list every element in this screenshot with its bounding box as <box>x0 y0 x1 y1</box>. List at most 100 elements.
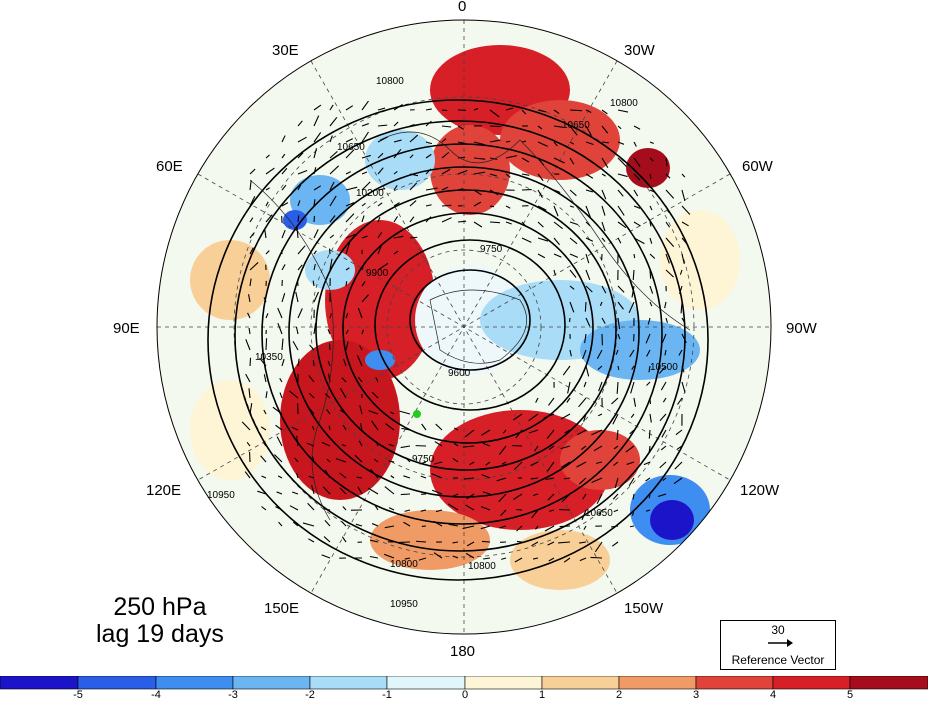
wind-vector <box>457 220 467 223</box>
wind-vector <box>514 557 523 563</box>
wind-vector <box>596 493 603 505</box>
wind-vector <box>441 151 450 159</box>
graticule <box>157 20 771 634</box>
wind-vector <box>649 221 652 227</box>
wind-vector <box>377 202 383 207</box>
wind-vector <box>598 413 603 417</box>
wind-vector <box>329 195 337 207</box>
wind-vector <box>489 125 501 128</box>
wind-vector <box>633 141 637 147</box>
wind-vector <box>465 504 475 511</box>
wind-vector <box>581 509 587 521</box>
wind-vector <box>569 253 579 258</box>
wind-vector <box>553 253 562 258</box>
wind-vector <box>375 441 379 447</box>
wind-vector <box>329 181 335 191</box>
wind-vector <box>505 140 511 143</box>
wind-vector <box>246 441 251 447</box>
lon-label-120w: 120W <box>740 482 780 499</box>
wind-vector <box>584 333 587 344</box>
wind-vector <box>629 349 635 358</box>
wind-vector <box>594 541 603 553</box>
wind-vector <box>341 444 347 447</box>
contour-label: 9600 <box>448 368 471 379</box>
wind-vector <box>547 493 555 501</box>
wind-vector <box>681 317 686 324</box>
wind-vector <box>617 173 628 178</box>
wind-vector <box>564 429 571 434</box>
wind-vector <box>681 381 686 393</box>
wind-vector <box>569 189 577 197</box>
wind-vector <box>532 557 539 560</box>
wind-vector <box>265 201 269 207</box>
wind-vector <box>435 423 443 431</box>
wind-vector <box>585 221 591 227</box>
wind-vector <box>633 157 641 167</box>
wind-vector <box>633 253 636 259</box>
wind-vectors <box>241 100 691 563</box>
wind-vector <box>483 557 491 560</box>
wind-vector <box>357 376 363 383</box>
wind-vector <box>643 461 651 466</box>
colorbar-tick-label: 3 <box>692 689 700 701</box>
wind-vector <box>329 313 332 319</box>
wind-vector <box>631 285 635 298</box>
wind-vector <box>296 435 299 447</box>
wind-vector <box>359 405 363 415</box>
wind-vector <box>617 189 624 197</box>
wind-vector <box>281 293 286 303</box>
wind-vector <box>473 141 485 146</box>
wind-vector <box>505 221 512 225</box>
wind-vector <box>665 269 674 278</box>
wind-vector <box>313 291 319 303</box>
wind-vector <box>611 541 619 547</box>
wind-vector <box>249 357 252 367</box>
wind-vector <box>489 157 498 160</box>
wind-vector <box>329 215 336 223</box>
wind-vector <box>374 458 379 463</box>
wind-vector <box>447 503 459 511</box>
wind-vector <box>281 202 289 207</box>
wind-vector <box>537 141 548 147</box>
wind-vector <box>543 413 555 419</box>
wind-vector <box>564 477 571 480</box>
wind-vector <box>528 413 539 422</box>
wind-vector <box>531 509 539 519</box>
wind-vector <box>489 139 501 143</box>
wind-vector <box>675 429 683 436</box>
wind-vector <box>469 461 475 466</box>
wind-vector <box>259 357 267 367</box>
wind-vector <box>649 269 652 279</box>
wind-vector <box>659 461 667 469</box>
wind-vector <box>289 390 299 399</box>
wind-vector <box>578 477 587 485</box>
wind-vector <box>579 541 587 544</box>
wind-vector <box>425 204 432 207</box>
wind-vector <box>357 307 363 319</box>
wind-vector <box>345 267 350 271</box>
wind-vector <box>585 173 594 179</box>
wind-vector <box>658 365 667 374</box>
wind-vector <box>377 124 388 127</box>
wind-vector <box>369 539 379 543</box>
wind-vector <box>313 148 318 159</box>
wind-vector <box>502 429 507 434</box>
wind-vector <box>546 461 555 472</box>
wind-vector <box>367 487 379 495</box>
wind-vector <box>617 109 629 113</box>
wind-vector <box>531 541 539 547</box>
wind-vector <box>658 493 667 497</box>
wind-vector <box>660 445 667 451</box>
wind-vector <box>357 486 363 495</box>
wind-vector <box>261 506 267 511</box>
plot-caption: 250 hPa lag 19 days <box>96 594 224 648</box>
wind-vector <box>434 441 443 447</box>
wind-vector <box>546 429 555 439</box>
wind-vector <box>631 365 635 370</box>
wind-vector <box>482 442 491 447</box>
wind-vector <box>308 475 315 479</box>
location-marker <box>413 410 421 418</box>
wind-vector <box>597 365 603 371</box>
wind-vector <box>388 507 395 511</box>
wind-vector <box>665 253 670 264</box>
